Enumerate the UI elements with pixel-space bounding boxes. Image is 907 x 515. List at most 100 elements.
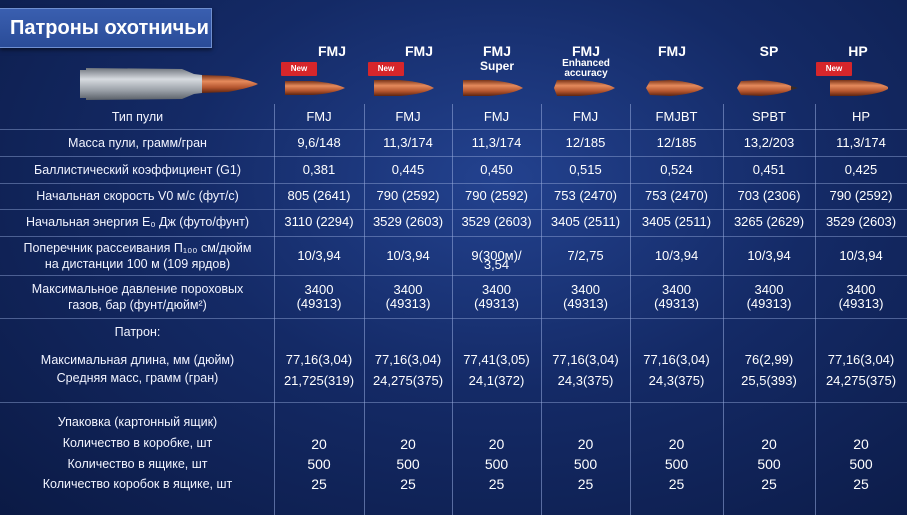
column-divider	[364, 104, 365, 515]
cartridge-image	[80, 68, 258, 100]
cell-per-case: 500	[757, 456, 781, 472]
cell-velocity: 790 (2592)	[829, 188, 893, 203]
cell-energy: 3405 (2511)	[641, 214, 712, 229]
col-header-1-label: FMJ	[318, 43, 346, 59]
cell-max-length: 77,16(3,04)	[552, 352, 619, 367]
cell-avg-mass: 24,3(375)	[648, 373, 705, 388]
page-title: Патроны охотничьи	[10, 16, 209, 39]
cell-dispersion-a: 10/3,94	[654, 248, 699, 263]
row-divider	[0, 209, 907, 210]
row-label-bullet-type: Тип пули	[111, 110, 164, 124]
column-divider	[630, 104, 631, 515]
row-divider	[0, 275, 907, 276]
col-header-7-label: HP	[848, 43, 868, 59]
bullet-image	[646, 80, 704, 96]
bullet-image	[737, 80, 798, 96]
cell-dispersion-a: 10/3,94	[297, 248, 341, 263]
col-header-3-label: FMJ	[483, 43, 511, 59]
cell-velocity: 790 (2592)	[465, 188, 528, 203]
cell-bullet-type: HP	[851, 109, 871, 124]
cell-dispersion-a: 10/3,94	[839, 248, 883, 263]
cell-per-box: 20	[400, 436, 416, 452]
cell-avg-mass: 25,5(393)	[741, 373, 797, 388]
cell-pressure-a: 3400	[754, 282, 784, 297]
col-header-3: FMJ Super	[461, 44, 533, 72]
cell-bc: 0,515	[569, 162, 602, 177]
new-badge: New	[281, 62, 317, 76]
new-badge: New	[816, 62, 852, 76]
cell-per-box: 20	[488, 436, 505, 452]
row-label-dispersion-1: Поперечник рассеивания П₁₀₀ см/дюйм	[23, 241, 252, 255]
cell-avg-mass: 21,725(319)	[283, 373, 355, 388]
row-label-pressure-1: Максимальное давление пороховых	[31, 282, 244, 296]
column-divider	[452, 104, 453, 515]
cell-velocity: 753 (2470)	[645, 188, 708, 203]
cell-bc: 0,425	[844, 162, 878, 177]
row-label-mass: Масса пули, грамм/гран	[68, 136, 207, 150]
cell-bullet-type: FMJBT	[655, 109, 698, 124]
bullet-image	[463, 80, 523, 96]
cell-max-length: 77,16(3,04)	[374, 352, 442, 367]
cell-max-length: 77,16(3,04)	[285, 352, 353, 367]
title-bar: Патроны охотничьи	[0, 8, 212, 48]
cell-dispersion-a: 7/2,75	[567, 248, 604, 263]
row-divider	[0, 183, 907, 184]
col-header-5: FMJ	[636, 44, 708, 58]
cell-dispersion-a: 10/3,94	[386, 248, 430, 263]
cell-avg-mass: 24,275(375)	[825, 373, 897, 388]
cell-pressure-a: 3400	[482, 282, 511, 297]
row-label-avg-mass: Средняя масс, грамм (гран)	[56, 371, 219, 385]
row-label-dispersion-2: на дистанции 100 м (109 ярдов)	[44, 257, 231, 271]
row-divider	[0, 318, 907, 319]
bullet-image	[830, 80, 888, 96]
cell-velocity: 703 (2306)	[737, 188, 801, 203]
cell-boxes-per-case: 25	[761, 476, 777, 492]
row-divider	[0, 236, 907, 237]
cell-mass: 11,3/174	[383, 135, 433, 150]
cell-bc: 0,524	[660, 162, 693, 177]
cell-per-box: 20	[577, 436, 594, 452]
new-badge: New	[368, 62, 404, 76]
col-header-1: FMJ	[296, 44, 368, 58]
row-label-boxes-per-case: Количество коробок в ящике, шт	[42, 477, 233, 491]
cell-energy: 3529 (2603)	[461, 214, 532, 229]
col-header-2: FMJ	[383, 44, 455, 58]
row-label-bc: Баллистический коэффициент (G1)	[34, 163, 241, 177]
row-label-cartridge: Патрон:	[114, 325, 161, 339]
cell-bc: 0,451	[752, 162, 786, 177]
cell-pressure-b: (49313)	[474, 296, 519, 311]
cell-velocity: 753 (2470)	[554, 188, 617, 203]
cell-energy: 3405 (2511)	[550, 214, 621, 229]
cell-per-box: 20	[761, 436, 777, 452]
cell-pressure-a: 3400	[393, 282, 423, 297]
row-label-pressure-2: газов, бар (фунт/дюйм²)	[68, 298, 207, 312]
cell-boxes-per-case: 25	[400, 476, 416, 492]
cell-per-case: 500	[484, 456, 509, 472]
col-header-6-label: SP	[759, 43, 779, 59]
cell-pressure-b: (49313)	[296, 296, 342, 311]
cell-bullet-type: FMJ	[483, 109, 510, 124]
cell-per-case: 500	[849, 456, 873, 472]
cell-velocity: 805 (2641)	[287, 188, 351, 203]
cell-mass: 13,2/203	[743, 135, 795, 150]
cell-energy: 3265 (2629)	[733, 214, 805, 229]
cell-per-case: 500	[307, 456, 331, 472]
cell-max-length: 77,16(3,04)	[827, 352, 895, 367]
col-header-6: SP	[733, 44, 805, 58]
cell-dispersion-a: 10/3,94	[747, 248, 791, 263]
cell-mass: 9,6/148	[297, 135, 341, 150]
row-divider	[0, 402, 907, 403]
cell-boxes-per-case: 25	[577, 476, 594, 492]
col-header-7: HP	[822, 44, 894, 58]
cell-pressure-b: (49313)	[654, 296, 699, 311]
col-header-4: FMJ Enhanced accuracy	[550, 44, 622, 79]
cell-boxes-per-case: 25	[311, 476, 327, 492]
cell-pressure-a: 3400	[304, 282, 334, 297]
cell-dispersion-a: 9(300м)/	[471, 248, 522, 263]
row-label-energy: Начальная энергия E₀ Дж (футо/фунт)	[25, 215, 250, 229]
col-header-4-label: FMJ	[572, 43, 600, 59]
cell-max-length: 76(2,99)	[744, 352, 794, 367]
col-header-4-sublabel: Enhanced accuracy	[562, 58, 610, 79]
cell-per-box: 20	[853, 436, 869, 452]
cell-avg-mass: 24,3(375)	[557, 373, 614, 388]
